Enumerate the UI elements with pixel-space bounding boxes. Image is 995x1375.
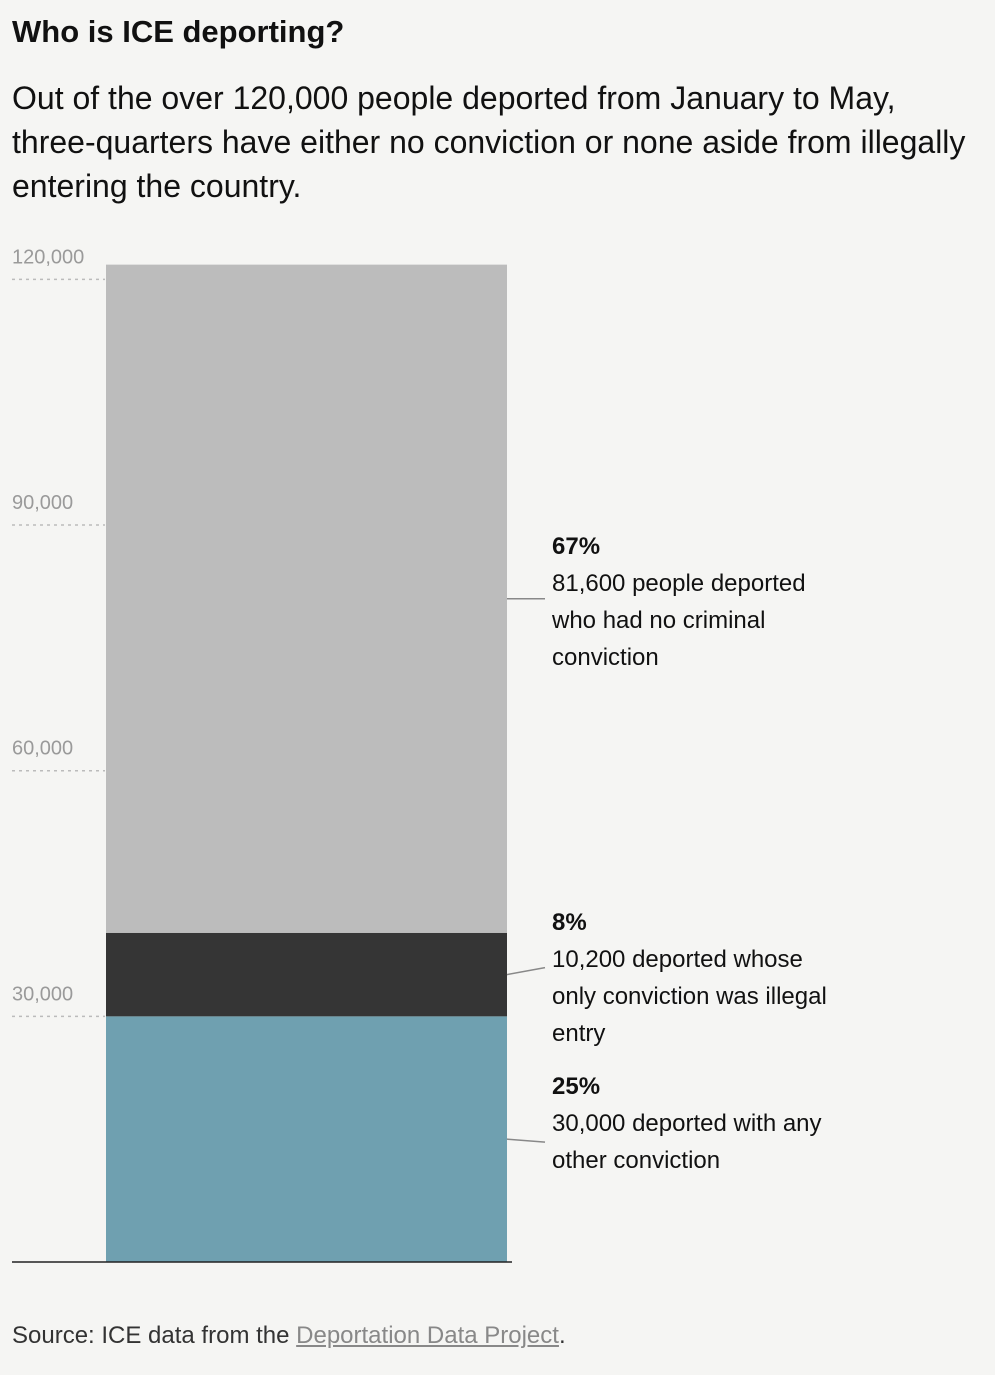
y-tick-label: 60,000 bbox=[12, 738, 73, 760]
y-tick-label: 90,000 bbox=[12, 492, 73, 514]
y-tick-label: 30,000 bbox=[12, 983, 73, 1005]
y-tick-label: 120,000 bbox=[12, 246, 84, 268]
source-link[interactable]: Deportation Data Project bbox=[296, 1322, 559, 1349]
segment-percent: 25% bbox=[552, 1073, 601, 1101]
bar-segment bbox=[106, 264, 507, 933]
source: Source: ICE data from the Deportation Da… bbox=[12, 1322, 566, 1350]
segment-annotation: 81,600 people deported who had no crimin… bbox=[552, 569, 806, 671]
source-text: Source: ICE data from the bbox=[12, 1322, 297, 1349]
leader-line bbox=[506, 1138, 546, 1143]
segment-percent: 8% bbox=[552, 908, 587, 936]
segment-annotation: 30,000 deported with any other convictio… bbox=[552, 1110, 822, 1175]
bar-segment bbox=[106, 1016, 507, 1262]
bar-segment bbox=[106, 932, 507, 1017]
segment-percent: 67% bbox=[552, 532, 601, 560]
chart-subtitle: Out of the over 120,000 people deported … bbox=[12, 80, 966, 204]
chart-title: Who is ICE deporting? bbox=[12, 14, 345, 49]
segment-annotation: 10,200 deported whose only conviction wa… bbox=[552, 945, 827, 1047]
leader-line bbox=[506, 966, 546, 976]
source-text: . bbox=[558, 1322, 566, 1349]
